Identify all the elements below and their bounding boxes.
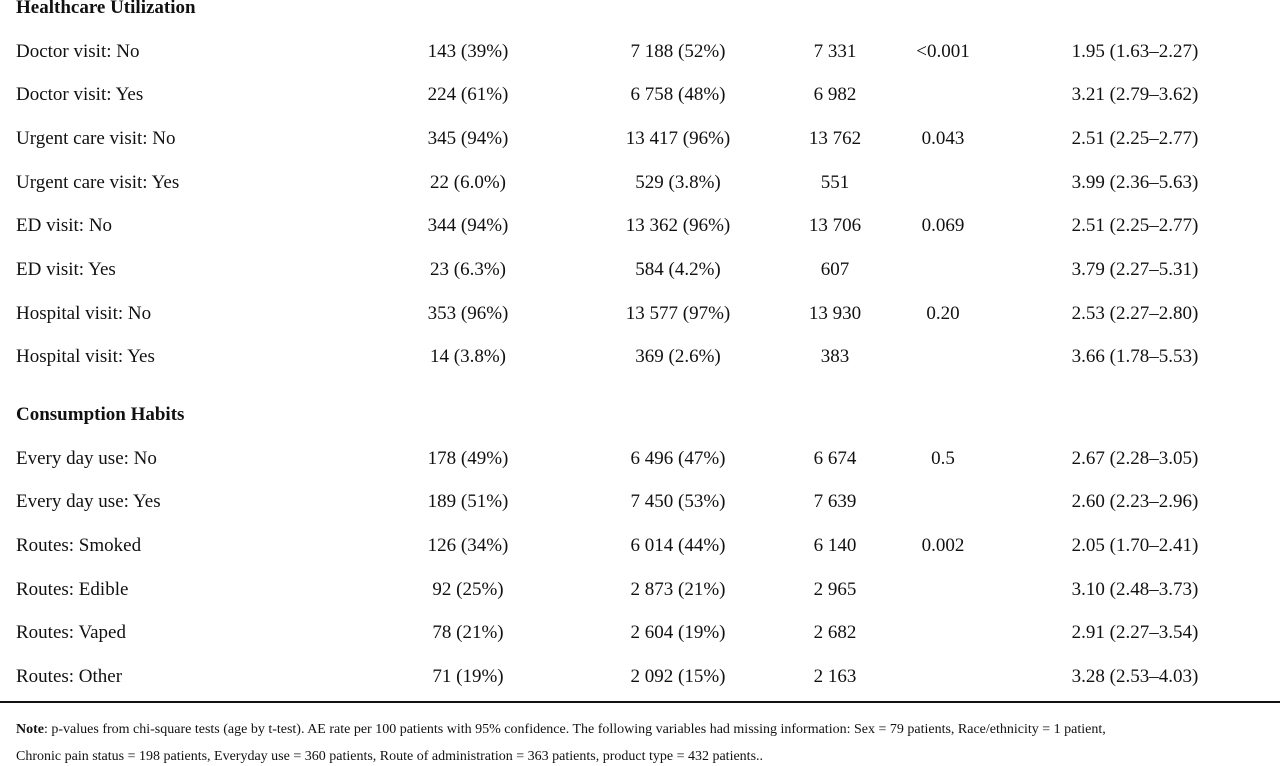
total: 13 762 [808,127,862,149]
total: 2 163 [813,666,857,687]
note-text: Chronic pain status = 198 patients, Ever… [16,749,764,764]
group-a: 23 (6.3%) [430,259,506,280]
ae-rate: 1.95 (1.63–2.27) [1071,40,1199,62]
group-b: 2 092 (15%) [630,666,726,687]
group-a: 78 (21%) [432,622,504,644]
group-a: 71 (19%) [432,666,504,687]
note-text: : p-values from chi-square tests (age by… [44,722,1106,737]
row-label: Routes: Edible [16,578,129,600]
total: 13 930 [808,302,862,324]
ae-rate: 2.51 (2.25–2.77) [1071,127,1199,149]
row-label: Urgent care visit: No [16,127,176,149]
row-label: ED visit: Yes [16,259,116,280]
group-a: 143 (39%) [427,40,509,62]
p-value: 0.043 [921,127,965,149]
table-rule [0,701,1280,703]
note-label: Note [16,722,44,737]
note-line: Note: p-values from chi-square tests (ag… [16,721,1106,739]
group-b: 6 758 (48%) [630,84,726,106]
group-a: 344 (94%) [427,215,509,237]
p-value: <0.001 [916,40,970,62]
ae-rate: 3.79 (2.27–5.31) [1071,259,1199,280]
group-a: 126 (34%) [427,534,509,556]
group-a: 353 (96%) [427,302,509,324]
ae-rate: 2.60 (2.23–2.96) [1071,491,1199,513]
group-b: 6 014 (44%) [630,534,726,556]
total: 551 [820,171,850,193]
group-a: 178 (49%) [427,447,509,469]
p-value: 0.002 [921,534,965,556]
group-b: 584 (4.2%) [635,259,721,280]
group-b: 6 496 (47%) [630,447,726,469]
group-b: 13 417 (96%) [625,127,731,149]
group-a: 189 (51%) [427,491,509,513]
section-title: Healthcare Utilization [16,0,196,18]
row-label: Routes: Other [16,666,123,687]
p-value: 0.20 [926,302,960,324]
group-a: 345 (94%) [427,127,509,149]
row-label: Hospital visit: Yes [16,346,155,368]
ae-rate: 2.05 (1.70–2.41) [1071,534,1199,556]
note-line: Chronic pain status = 198 patients, Ever… [16,748,763,766]
ae-rate: 3.66 (1.78–5.53) [1071,346,1199,368]
group-b: 7 188 (52%) [630,40,726,62]
ae-rate: 3.28 (2.53–4.03) [1071,666,1199,687]
row-label: ED visit: No [16,215,113,237]
group-b: 529 (3.8%) [635,171,721,193]
total: 2 965 [813,578,857,600]
total: 6 674 [813,447,857,469]
total: 7 639 [813,491,857,513]
row-label: Doctor visit: No [16,40,140,62]
group-a: 22 (6.0%) [430,171,506,193]
group-a: 224 (61%) [427,84,509,106]
group-b: 369 (2.6%) [635,346,721,368]
group-b: 2 873 (21%) [630,578,726,600]
row-label: Hospital visit: No [16,302,152,324]
ae-rate: 3.99 (2.36–5.63) [1071,171,1199,193]
total: 13 706 [808,215,862,237]
total: 2 682 [813,622,857,644]
p-value: 0.5 [931,447,955,469]
ae-rate: 3.21 (2.79–3.62) [1071,84,1199,106]
row-label: Urgent care visit: Yes [16,171,180,193]
total: 607 [820,259,850,280]
group-b: 7 450 (53%) [630,491,726,513]
row-label: Routes: Vaped [16,622,126,644]
section-title: Consumption Habits [16,404,185,425]
ae-rate: 3.10 (2.48–3.73) [1071,578,1199,600]
ae-rate: 2.51 (2.25–2.77) [1071,215,1199,237]
group-a: 92 (25%) [432,578,504,600]
p-value: 0.069 [921,215,965,237]
row-label: Doctor visit: Yes [16,84,144,106]
row-label: Routes: Smoked [16,534,142,556]
ae-rate: 2.53 (2.27–2.80) [1071,302,1199,324]
row-label: Every day use: No [16,447,157,469]
total: 383 [820,346,850,368]
total: 6 982 [813,84,857,106]
row-label: Every day use: Yes [16,491,161,513]
ae-rate: 2.67 (2.28–3.05) [1071,447,1199,469]
group-a: 14 (3.8%) [430,346,506,368]
total: 6 140 [813,534,857,556]
group-b: 13 362 (96%) [625,215,731,237]
group-b: 13 577 (97%) [625,302,731,324]
ae-rate: 2.91 (2.27–3.54) [1071,622,1199,644]
total: 7 331 [813,40,857,62]
group-b: 2 604 (19%) [630,622,726,644]
